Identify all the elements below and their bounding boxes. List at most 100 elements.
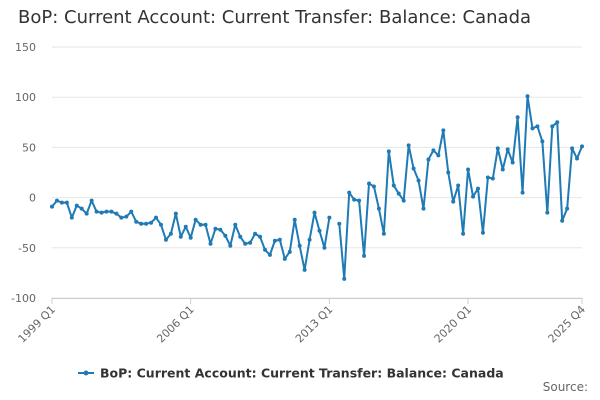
data-point[interactable]	[59, 200, 64, 205]
data-point[interactable]	[431, 148, 436, 153]
data-point[interactable]	[183, 224, 188, 229]
data-point[interactable]	[54, 198, 59, 203]
data-point[interactable]	[223, 233, 228, 238]
data-point[interactable]	[495, 146, 500, 151]
data-point[interactable]	[580, 144, 584, 149]
data-point[interactable]	[188, 235, 193, 240]
data-point[interactable]	[421, 206, 426, 211]
data-point[interactable]	[381, 231, 386, 236]
data-point[interactable]	[99, 210, 104, 215]
data-point[interactable]	[218, 227, 223, 232]
data-point[interactable]	[258, 234, 263, 239]
data-point[interactable]	[193, 217, 198, 222]
data-point[interactable]	[94, 209, 99, 214]
data-point[interactable]	[69, 215, 74, 220]
data-point[interactable]	[173, 211, 178, 216]
data-point[interactable]	[411, 166, 416, 171]
data-point[interactable]	[104, 209, 109, 214]
data-point[interactable]	[178, 234, 183, 239]
data-point[interactable]	[441, 128, 446, 133]
data-point[interactable]	[203, 222, 208, 227]
data-point[interactable]	[312, 210, 317, 215]
data-point[interactable]	[446, 170, 451, 175]
data-point[interactable]	[149, 220, 154, 225]
data-point[interactable]	[485, 175, 490, 180]
data-point[interactable]	[272, 238, 277, 243]
data-point[interactable]	[89, 198, 94, 203]
data-point[interactable]	[337, 221, 342, 226]
data-point[interactable]	[466, 167, 471, 172]
data-point[interactable]	[540, 139, 545, 144]
data-point[interactable]	[124, 214, 129, 219]
data-point[interactable]	[322, 245, 327, 250]
data-point[interactable]	[367, 181, 372, 186]
data-point[interactable]	[238, 234, 243, 239]
data-point[interactable]	[391, 183, 396, 188]
data-point[interactable]	[267, 252, 272, 257]
data-point[interactable]	[426, 157, 431, 162]
data-point[interactable]	[362, 253, 367, 258]
data-point[interactable]	[550, 124, 555, 129]
data-point[interactable]	[287, 249, 292, 254]
data-point[interactable]	[500, 167, 505, 172]
data-point[interactable]	[406, 143, 411, 148]
data-point[interactable]	[302, 267, 307, 272]
data-point[interactable]	[401, 198, 406, 203]
data-point[interactable]	[228, 243, 233, 248]
data-point[interactable]	[243, 241, 248, 246]
legend-label[interactable]: BoP: Current Account: Current Transfer: …	[100, 366, 504, 381]
data-point[interactable]	[555, 120, 560, 125]
data-point[interactable]	[208, 241, 213, 246]
data-point[interactable]	[213, 226, 218, 231]
data-point[interactable]	[292, 217, 297, 222]
data-point[interactable]	[530, 126, 535, 131]
data-point[interactable]	[248, 240, 253, 245]
data-point[interactable]	[352, 197, 357, 202]
data-point[interactable]	[461, 231, 466, 236]
data-point[interactable]	[357, 198, 362, 203]
data-point[interactable]	[471, 194, 476, 199]
data-point[interactable]	[575, 156, 580, 161]
data-point[interactable]	[436, 153, 441, 158]
data-point[interactable]	[158, 222, 163, 227]
data-point[interactable]	[119, 215, 124, 220]
data-point[interactable]	[545, 210, 550, 215]
data-point[interactable]	[396, 191, 401, 196]
data-point[interactable]	[282, 256, 287, 261]
data-point[interactable]	[198, 222, 203, 227]
data-point[interactable]	[475, 186, 480, 191]
data-point[interactable]	[163, 237, 168, 242]
data-point[interactable]	[490, 176, 495, 181]
data-point[interactable]	[139, 221, 144, 226]
data-point[interactable]	[515, 115, 520, 120]
data-point[interactable]	[168, 231, 173, 236]
data-point[interactable]	[277, 237, 282, 242]
data-point[interactable]	[109, 209, 114, 214]
data-point[interactable]	[297, 243, 302, 248]
data-point[interactable]	[505, 147, 510, 152]
data-point[interactable]	[560, 218, 565, 223]
data-point[interactable]	[570, 146, 575, 151]
data-point[interactable]	[307, 237, 312, 242]
data-point[interactable]	[520, 190, 525, 195]
data-point[interactable]	[386, 149, 391, 154]
data-point[interactable]	[64, 200, 69, 205]
data-point[interactable]	[114, 211, 119, 216]
data-point[interactable]	[371, 184, 376, 189]
data-point[interactable]	[525, 94, 530, 99]
data-point[interactable]	[84, 211, 89, 216]
data-point[interactable]	[535, 124, 540, 129]
data-point[interactable]	[480, 230, 485, 235]
data-point[interactable]	[129, 209, 134, 214]
data-point[interactable]	[342, 276, 347, 281]
data-point[interactable]	[134, 219, 139, 224]
data-point[interactable]	[50, 204, 54, 209]
data-point[interactable]	[327, 215, 332, 220]
data-point[interactable]	[144, 221, 149, 226]
data-point[interactable]	[416, 178, 421, 183]
data-point[interactable]	[262, 247, 267, 252]
data-point[interactable]	[451, 199, 456, 204]
legend[interactable]: BoP: Current Account: Current Transfer: …	[78, 366, 504, 381]
data-point[interactable]	[154, 215, 159, 220]
data-point[interactable]	[74, 203, 79, 208]
